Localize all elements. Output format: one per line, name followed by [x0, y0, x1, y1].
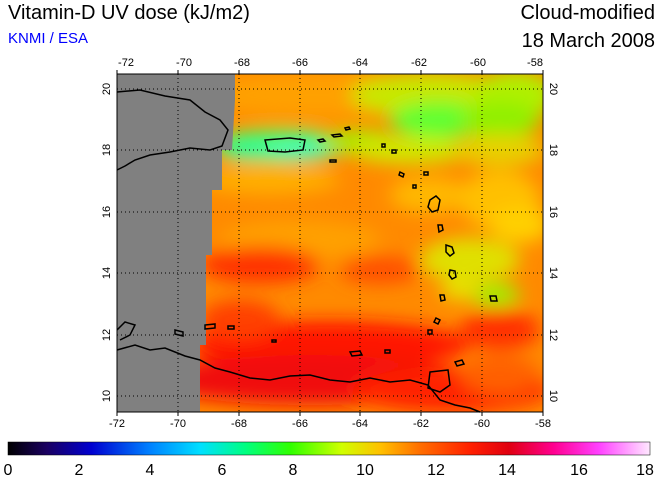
- lon-label: -64: [352, 57, 368, 69]
- lon-label: -58: [535, 418, 551, 430]
- colorbar-label: 18: [636, 462, 654, 479]
- map-title: Vitamin-D UV dose (kJ/m2): [8, 2, 250, 24]
- colorbar-label: 4: [146, 462, 155, 479]
- tick-marks: [116, 70, 544, 416]
- lat-label: 18: [101, 144, 113, 156]
- date-label: 18 March 2008: [521, 30, 655, 52]
- colorbar-label: 2: [75, 462, 84, 479]
- colorbar-label: 16: [570, 462, 588, 479]
- colorbar-label: 8: [289, 462, 298, 479]
- product-label: Cloud-modified: [520, 2, 655, 24]
- lon-label: -66: [292, 418, 308, 430]
- source-credit: KNMI / ESA: [8, 30, 89, 47]
- lon-label: -72: [118, 57, 134, 69]
- lat-label: 18: [547, 144, 559, 156]
- lon-label: -68: [234, 57, 250, 69]
- colorbar-label: 0: [4, 462, 13, 479]
- lat-label: 20: [547, 83, 559, 95]
- lon-label: -68: [231, 418, 247, 430]
- lat-label: 12: [547, 329, 559, 341]
- colorbar-label: 10: [356, 462, 374, 479]
- lon-labels-bottom: -72 -70 -68 -66 -64 -62 -60 -58: [109, 418, 551, 430]
- lon-label: -60: [470, 57, 486, 69]
- lat-label: 20: [101, 83, 113, 95]
- uv-field: [117, 74, 543, 412]
- lon-label: -60: [474, 418, 490, 430]
- colorbar-label: 6: [218, 462, 227, 479]
- colorbar: [7, 441, 651, 456]
- lon-label: -70: [176, 57, 192, 69]
- lon-label: -58: [527, 57, 543, 69]
- graticule: [117, 74, 543, 412]
- lon-label: -62: [413, 418, 429, 430]
- lat-label: 14: [101, 267, 113, 279]
- lon-label: -64: [352, 418, 368, 430]
- lat-labels-left: 10 12 14 16 18 20: [101, 83, 113, 402]
- lon-label: -70: [170, 418, 186, 430]
- lat-label: 16: [547, 206, 559, 218]
- lon-label: -72: [109, 418, 125, 430]
- map-frame: [116, 73, 544, 413]
- coastlines: [116, 89, 498, 413]
- colorbar-labels: 0 2 4 6 8 10 12 14 16 18: [4, 462, 654, 479]
- lat-label: 12: [101, 329, 113, 341]
- lat-label: 10: [101, 390, 113, 402]
- lat-labels-right: 10 12 14 16 18 20: [547, 83, 559, 402]
- lon-label: -62: [411, 57, 427, 69]
- lat-label: 16: [101, 206, 113, 218]
- colorbar-label: 14: [498, 462, 516, 479]
- lat-label: 10: [547, 390, 559, 402]
- colorbar-label: 12: [427, 462, 445, 479]
- lat-label: 14: [547, 267, 559, 279]
- lon-labels-top: -72 -70 -68 -66 -64 -62 -60 -58: [118, 57, 543, 69]
- lon-label: -66: [292, 57, 308, 69]
